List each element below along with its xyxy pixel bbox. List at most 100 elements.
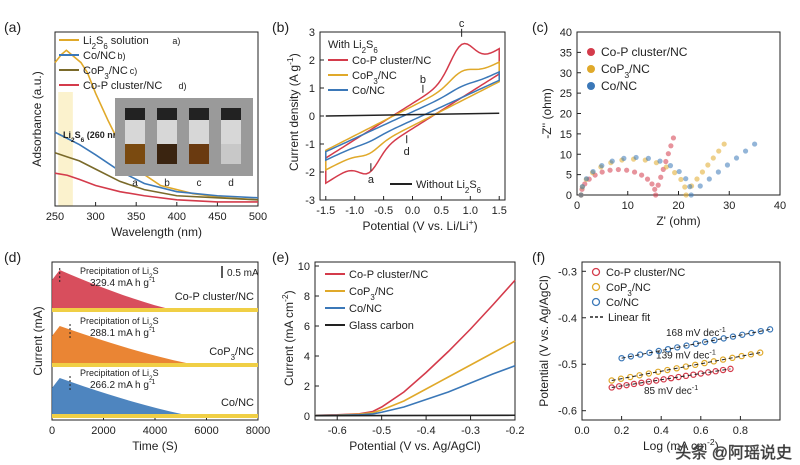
- y-tick-label: 0: [309, 111, 315, 123]
- text-segment: 3: [373, 77, 378, 86]
- precipitation-label: Precipitation of Li2S: [80, 368, 159, 382]
- impedance-point: [682, 184, 688, 190]
- vial-liquid: [157, 144, 177, 164]
- peak-label: b: [420, 74, 426, 86]
- text-segment: Co-P cluster/NC: [352, 55, 431, 67]
- text-segment: -2: [280, 294, 290, 302]
- plot-frame: [54, 31, 259, 207]
- series-line: [314, 365, 516, 417]
- y-tick-label: 10: [560, 149, 572, 161]
- x-tick-label: 0.5: [434, 205, 449, 217]
- legend-label: Linear fit: [608, 312, 650, 324]
- vial-label: d: [228, 178, 234, 189]
- peak-label: c: [459, 18, 465, 30]
- impedance-point: [706, 176, 712, 182]
- text-segment: 329.4 mA h g: [90, 278, 149, 289]
- y-tick-label: 20: [560, 109, 572, 121]
- x-axis-label: Time (S): [132, 439, 178, 453]
- impedance-point: [607, 167, 613, 173]
- precipitation-label: Precipitation of Li2S: [80, 316, 159, 330]
- vial-cap: [157, 108, 177, 120]
- text-segment: ): [287, 53, 301, 57]
- legend-marker: [587, 48, 595, 56]
- legend-marker: [591, 297, 601, 307]
- panel-label-e: (e): [272, 249, 289, 265]
- x-tick-label: 0.6: [693, 425, 708, 437]
- vial-liquid: [221, 144, 241, 164]
- x-tick-label: 30: [723, 200, 735, 212]
- impedance-point: [578, 192, 584, 198]
- vial-label: a: [132, 178, 138, 189]
- y-tick-label: 2: [304, 381, 310, 393]
- y-tick-label: 10: [298, 261, 310, 273]
- vial-cap: [221, 108, 241, 120]
- capacity-label: 288.1 mA h g-1: [90, 325, 155, 340]
- x-tick-label: 350: [127, 211, 145, 223]
- text-segment: /NC: [109, 65, 128, 77]
- y-tick-label: -3: [305, 195, 315, 207]
- text-segment: 3: [370, 293, 375, 302]
- text-segment: S: [153, 266, 159, 276]
- text-segment: -1: [149, 325, 155, 334]
- x-tick-label: -0.5: [374, 205, 393, 217]
- legend-label: Co-P cluster/NC: [606, 267, 685, 279]
- text-segment: Potential (V vs. Li/Li: [363, 219, 469, 233]
- legend-marker: [591, 282, 601, 292]
- impedance-point: [583, 176, 590, 182]
- text-segment: /NC: [375, 286, 394, 298]
- text-segment: 6: [477, 186, 482, 195]
- text-segment: Li: [83, 35, 92, 47]
- panel-b: (b) -1.5 -1.0 -0.5 0.0 0.5 1.0 1.5 -3 -2 -1 0 1 2 3 Pot…: [272, 18, 507, 233]
- impedance-point: [657, 158, 663, 164]
- y-tick-label: -0.3: [558, 266, 577, 278]
- impedance-point: [697, 183, 703, 189]
- text-segment: 2: [149, 273, 153, 280]
- tafel-point: [727, 365, 734, 373]
- text-segment: ): [715, 439, 719, 453]
- legend-label: Co/NC: [352, 85, 385, 97]
- tafel-point: [617, 375, 625, 382]
- plot-frame: [581, 261, 781, 421]
- trace-area: [52, 326, 212, 367]
- y-tick-label: -0.6: [558, 406, 577, 418]
- text-segment: S: [153, 316, 159, 326]
- x-tick-label: 500: [249, 211, 267, 223]
- baseline-band: [52, 363, 258, 367]
- text-segment: 139 mV dec: [656, 351, 709, 362]
- trace-label: CoP3/NC: [209, 346, 254, 362]
- y-tick-label: 40: [560, 27, 572, 39]
- vial-liquid: [189, 144, 209, 164]
- text-segment: (260 nm): [84, 130, 124, 140]
- impedance-point: [658, 174, 664, 180]
- x-tick-label: -0.2: [506, 425, 525, 437]
- text-segment: S: [366, 39, 373, 51]
- tafel-point: [627, 353, 635, 360]
- tafel-point: [757, 327, 765, 335]
- impedance-point: [633, 154, 639, 161]
- text-segment: /NC: [632, 282, 651, 294]
- impedance-point: [724, 162, 731, 168]
- text-segment: Without Li: [416, 179, 465, 191]
- x-tick-label: 250: [46, 211, 64, 223]
- tafel-slope-label: 168 mV dec-1: [666, 324, 726, 339]
- x-tick-label: 40: [774, 200, 786, 212]
- impedance-point: [621, 155, 627, 161]
- panel-label-b: (b): [272, 19, 289, 35]
- text-segment: S: [96, 35, 103, 47]
- impedance-point: [624, 167, 630, 173]
- linear-fit: [621, 328, 771, 359]
- impedance-point: [752, 141, 758, 147]
- cv-loop: [325, 60, 500, 172]
- text-segment: -1: [709, 347, 715, 356]
- text-segment: Co/NC: [221, 397, 254, 409]
- impedance-point: [652, 186, 658, 192]
- series-line: [54, 49, 259, 201]
- y-axis-label: Current density (A g-1): [285, 53, 301, 171]
- x-tick-label: 20: [672, 200, 684, 212]
- x-tick-label: -0.5: [372, 425, 391, 437]
- series-line: [54, 151, 259, 201]
- x-tick-label: 0: [574, 200, 580, 212]
- y-tick-label: 4: [304, 351, 310, 363]
- legend-label: Co-P cluster/NC: [83, 80, 162, 92]
- legend-label: Co/NC: [349, 303, 382, 315]
